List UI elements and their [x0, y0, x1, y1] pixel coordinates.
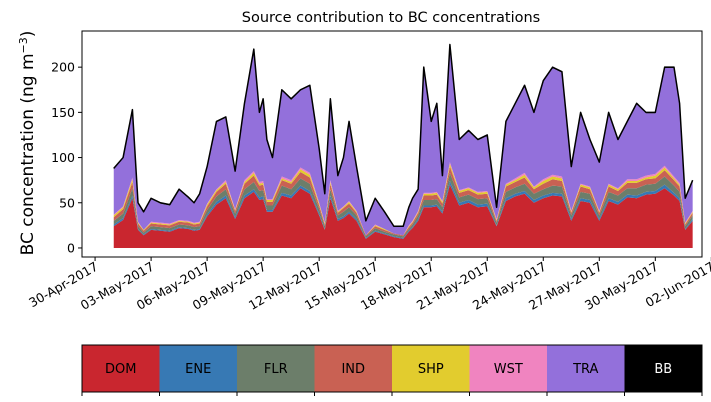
y-tick-label: 0 [67, 240, 75, 255]
legend-swatch [469, 345, 547, 392]
legend-swatch [547, 345, 625, 392]
legend-item-flr: FLR [237, 345, 315, 392]
legend-label: BB [654, 362, 672, 377]
legend-swatch [159, 345, 237, 392]
y-tick-label: 200 [51, 60, 75, 75]
y-axis-label: BC concentration (ng m−3) [17, 31, 39, 256]
area-tra [113, 45, 693, 236]
legend-label: TRA [572, 362, 598, 377]
total-bc-line [113, 43, 694, 228]
legend-label: FLR [264, 362, 288, 377]
legend-item-dom: DOM [82, 345, 160, 392]
plot-frame [81, 30, 703, 258]
legend-item-shp: SHP [392, 345, 470, 392]
legend-swatch [82, 345, 160, 392]
area-flr [113, 172, 693, 239]
y-tick-label: 150 [51, 105, 75, 120]
legend-swatch [392, 345, 470, 392]
legend-label: IND [341, 362, 365, 377]
legend-item-ene: ENE [159, 345, 237, 392]
legend-swatch [237, 345, 315, 392]
legend-swatch [314, 345, 392, 392]
area-ene [113, 181, 693, 239]
y-axis-label-main: BC concentration (ng m [18, 53, 38, 255]
legend-label: SHP [418, 362, 444, 377]
legend-label: ENE [185, 362, 211, 377]
y-axis-label-exponent: −3 [17, 37, 30, 53]
area-ind [113, 166, 693, 237]
legend-bar: DOM ENE FLR IND SHP WST TRA BB [81, 344, 703, 396]
legend-item-tra: TRA [547, 345, 625, 392]
area-dom [113, 184, 693, 248]
plot-area: 05010015020030-Apr-201703-May-201706-May… [26, 30, 711, 313]
legend-item-bb: BB [624, 345, 702, 392]
legend-item-wst: WST [469, 345, 547, 392]
y-tick-label: 100 [51, 150, 75, 165]
chart-title: Source contribution to BC concentrations [242, 10, 540, 26]
legend-label: DOM [105, 362, 136, 377]
y-axis-label-close: ) [18, 31, 38, 38]
y-tick-label: 50 [59, 195, 75, 210]
legend-swatch [624, 345, 702, 392]
legend-label: WST [494, 362, 523, 377]
area-wst [113, 162, 693, 236]
legend-item-ind: IND [314, 345, 392, 392]
